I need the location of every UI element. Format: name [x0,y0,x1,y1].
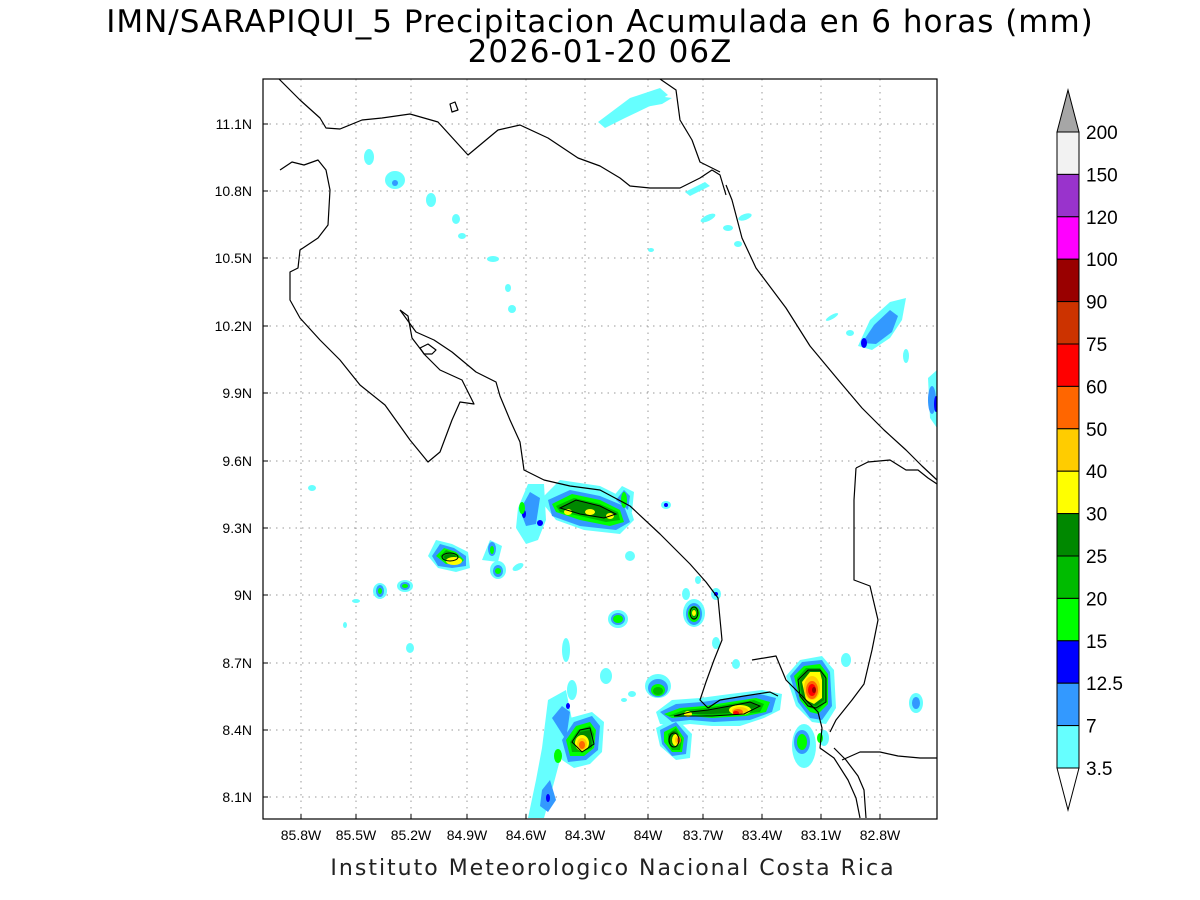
lat-tick-label: 9.9N [222,385,252,401]
colorbar-swatch [1056,513,1080,557]
colorbar-label: 3.5 [1086,759,1112,780]
colorbar-swatch [1056,385,1080,430]
colorbar-label: 30 [1086,505,1107,526]
lon-tick-label: 84.6W [506,827,547,843]
colorbar-swatch [1056,682,1080,727]
precip-3-5-mm-areas [308,88,937,818]
colorbar-label: 15 [1086,632,1107,653]
lon-tick-label: 84W [634,827,664,843]
colorbar-label: 200 [1086,123,1118,144]
colorbar-label: 150 [1086,165,1118,186]
lat-tick-label: 8.7N [222,655,252,671]
lon-tick-label: 85.2W [391,827,432,843]
colorbar-label: 40 [1086,462,1107,483]
coastlines-and-borders [278,79,937,819]
colorbar-swatch [1056,258,1080,303]
lat-tick-label: 8.4N [222,722,252,738]
map-datetime: 2026-01-20 06Z [467,34,733,70]
precipitation-field [308,88,937,818]
lat-tick-label: 9.6N [222,453,252,469]
lat-tick-label: 9N [234,587,252,603]
lon-tick-label: 83.7W [683,827,724,843]
colorbar-swatch [1056,725,1080,769]
precip-contours [441,499,827,753]
colorbar-label: 90 [1086,293,1107,314]
lon-tick-label: 83.1W [801,827,842,843]
lon-tick-label: 83.4W [742,827,783,843]
precip-90-mm-areas [812,687,816,693]
colorbar-label: 7 [1086,717,1097,738]
lat-tick-label: 10.2N [215,318,252,334]
precip-12-5-mm-areas [522,338,937,802]
lon-tick-label: 85.5W [336,827,377,843]
colorbar-label: 20 [1086,589,1107,610]
colorbar-label: 12.5 [1086,674,1123,695]
colorbar-swatch [1056,343,1080,387]
lon-tick-label: 85.8W [281,827,322,843]
latitude-labels: 11.1N 10.8N 10.5N 10.2N 9.9N 9.6N 9.3N 9N 8.7N 8.… [215,116,268,805]
lat-tick-label: 11.1N [216,116,252,132]
colorbar-label: 50 [1086,420,1107,441]
colorbar-swatch [1056,131,1080,175]
colorbar-label: 100 [1086,250,1118,271]
colorbar-top-arrow [1056,88,1080,133]
colorbar-swatch [1056,640,1080,684]
colorbar-bottom-arrow [1056,767,1080,812]
map-footer-credit: Instituto Meteorologico Nacional Costa R… [330,856,896,881]
lon-tick-label: 82.8W [860,827,901,843]
colorbar-swatch [1056,597,1080,642]
colorbar-swatch [1056,173,1080,218]
colorbar-label: 25 [1086,547,1107,568]
colorbar-label: 60 [1086,377,1107,398]
longitude-labels: 85.8W 85.5W 85.2W 84.9W 84.6W 84.3W 84W 83.7W 83… [281,814,901,843]
colorbar-swatch [1056,470,1080,515]
map-title: IMN/SARAPIQUI_5 Precipitacion Acumulada … [106,4,1094,40]
colorbar-swatch [1056,216,1080,260]
colorbar-swatch [1056,301,1080,345]
plot-frame [262,78,938,820]
colorbar-swatch [1056,428,1080,472]
lon-tick-label: 84.9W [447,827,488,843]
precip-7-mm-areas [376,180,936,812]
lat-tick-label: 10.8N [215,183,252,199]
colorbar-label: 120 [1086,208,1118,229]
lat-tick-label: 10.5N [215,250,252,266]
colorbar-swatch [1056,555,1080,599]
colorbar-label: 75 [1086,335,1107,356]
lat-tick-label: 9.3N [222,520,252,536]
lon-tick-label: 84.3W [565,827,606,843]
colorbar: 200 150 120 100 90 75 60 50 40 30 25 20 15 12.5 7 3.5 [1056,88,1123,812]
lat-tick-label: 8.1N [222,789,252,805]
